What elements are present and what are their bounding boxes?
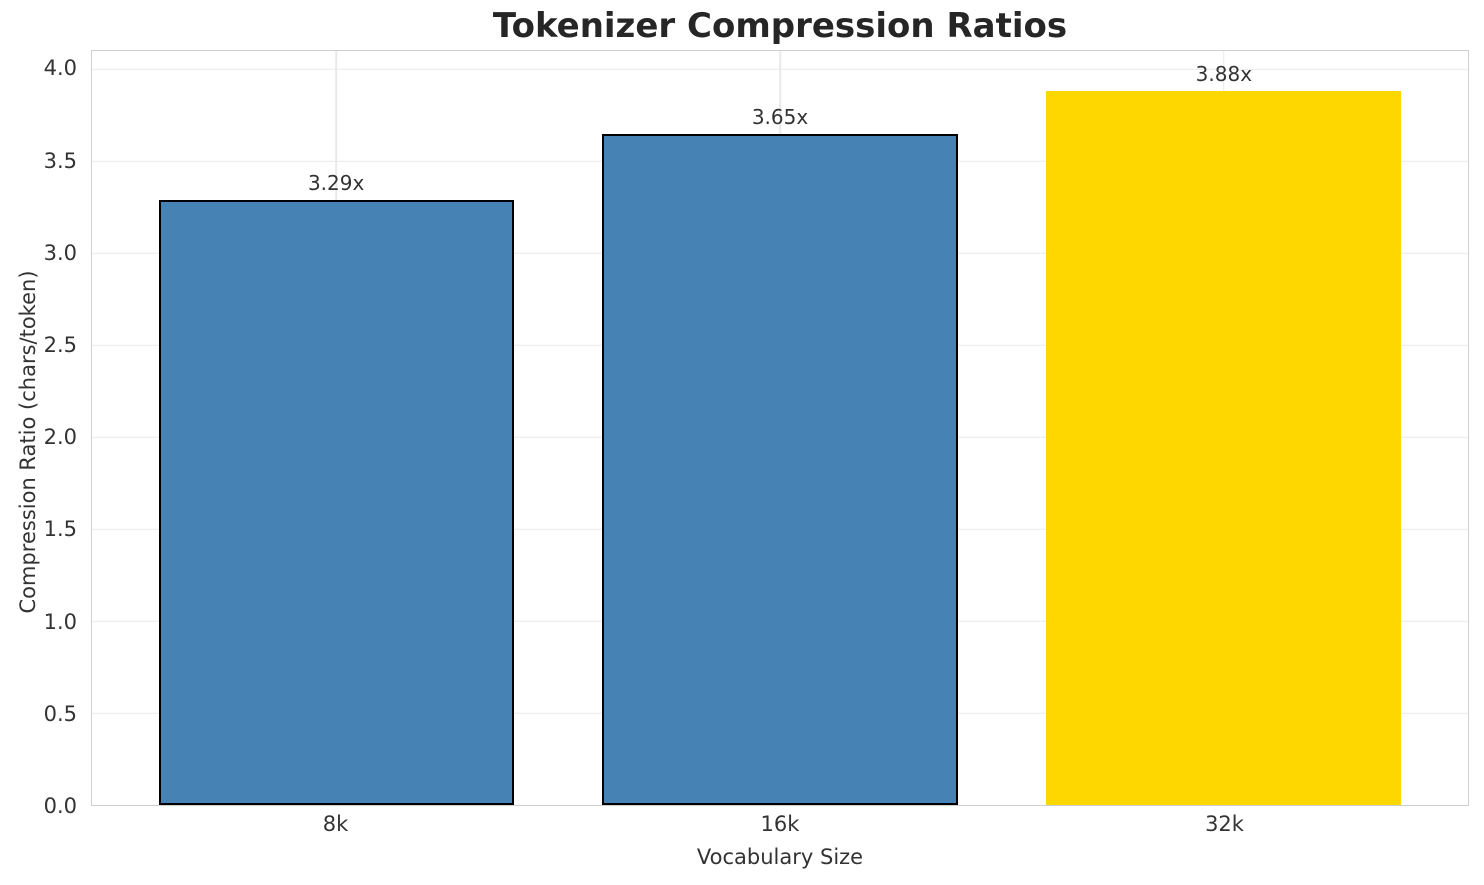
x-tick-label: 8k [322,812,349,836]
chart-title: Tokenizer Compression Ratios [492,6,1068,46]
y-tick-label: 3.5 [43,148,77,173]
bar-value-label: 3.88x [1195,62,1253,87]
y-tick-label: 1.5 [43,517,77,542]
x-axis-label: Vocabulary Size [696,845,864,869]
y-tick-label: 1.0 [43,609,77,634]
y-tick-label: 0.0 [43,794,77,818]
y-tick-label: 4.0 [43,56,77,81]
y-tick-label: 3.0 [43,240,77,265]
y-tick-label: 2.0 [43,425,77,450]
plot-area: 3.29x 3.65x 3.88x [91,50,1469,806]
y-tick-label: 0.5 [43,701,77,726]
bar-value-label: 3.65x [751,104,809,129]
bar-value-label: 3.29x [307,170,365,195]
bar-16k [602,133,958,805]
bar-8k [158,199,514,805]
y-tick-label: 2.5 [43,333,77,358]
bar-32k [1046,91,1402,805]
x-tick-label: 16k [760,812,800,836]
y-axis-ticks: 0.0 0.5 1.0 1.5 2.0 2.5 3.0 3.5 4.0 [0,50,77,818]
x-tick-label: 32k [1205,812,1244,836]
x-axis-ticks: 8k 16k 32k [91,812,1469,842]
